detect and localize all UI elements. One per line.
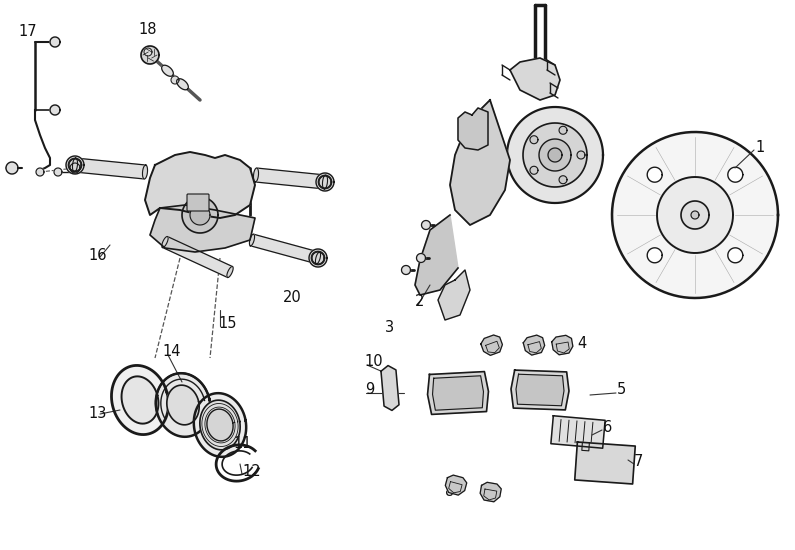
Polygon shape [657,177,733,253]
Polygon shape [161,65,173,76]
Text: 15: 15 [218,316,236,331]
Polygon shape [559,126,567,134]
Polygon shape [50,105,60,115]
Polygon shape [432,376,483,410]
Polygon shape [577,151,585,159]
Polygon shape [438,270,470,320]
Polygon shape [171,76,179,84]
Polygon shape [254,168,258,182]
Polygon shape [691,211,699,219]
Polygon shape [647,248,662,263]
Polygon shape [551,416,605,448]
Polygon shape [74,158,145,179]
Polygon shape [548,148,562,162]
Text: 4: 4 [577,336,586,350]
Polygon shape [182,197,218,233]
Polygon shape [255,168,326,189]
Text: 14: 14 [162,344,180,360]
Polygon shape [323,175,328,189]
Polygon shape [428,372,488,414]
Polygon shape [516,374,564,406]
Polygon shape [450,100,510,225]
Polygon shape [647,167,662,182]
Polygon shape [417,254,425,262]
Polygon shape [511,370,569,410]
Polygon shape [458,108,488,150]
Text: 3: 3 [385,321,394,336]
Polygon shape [141,46,159,64]
Polygon shape [50,37,60,47]
Text: 12: 12 [242,465,261,480]
Text: 2: 2 [415,294,425,310]
Text: 17: 17 [18,25,37,40]
Polygon shape [162,236,169,248]
Polygon shape [156,373,210,437]
Polygon shape [250,234,254,246]
Polygon shape [176,79,188,90]
Text: 6: 6 [603,420,612,435]
Text: 18: 18 [138,23,157,37]
Polygon shape [507,107,603,203]
Text: 10: 10 [364,355,382,370]
Text: 9: 9 [365,382,374,398]
Polygon shape [530,166,538,174]
Polygon shape [530,136,538,144]
Polygon shape [309,249,327,267]
Polygon shape [200,400,240,450]
Polygon shape [727,167,743,182]
Text: 7: 7 [634,454,643,470]
Text: 20: 20 [283,290,302,305]
FancyBboxPatch shape [187,194,209,211]
Polygon shape [66,156,84,174]
Polygon shape [480,482,501,502]
Polygon shape [612,132,778,298]
Polygon shape [122,376,158,424]
Polygon shape [250,234,320,264]
Polygon shape [36,168,44,176]
Text: 16: 16 [88,248,107,262]
Polygon shape [111,365,169,435]
Polygon shape [142,165,148,179]
Polygon shape [552,336,573,355]
Polygon shape [523,123,587,187]
Polygon shape [150,205,255,252]
Text: 19: 19 [228,230,246,245]
Polygon shape [316,173,334,191]
Polygon shape [194,393,246,457]
Polygon shape [190,205,210,225]
Polygon shape [575,442,635,484]
Polygon shape [381,366,399,410]
Polygon shape [681,201,709,229]
Text: 13: 13 [88,405,107,421]
Text: 1: 1 [755,140,764,156]
Polygon shape [207,409,233,441]
Polygon shape [144,48,152,56]
Polygon shape [316,252,320,264]
Polygon shape [415,215,458,295]
Polygon shape [6,162,18,174]
Polygon shape [727,248,743,263]
Polygon shape [72,158,78,172]
Polygon shape [523,335,545,355]
Polygon shape [54,168,62,176]
Text: 5: 5 [617,382,626,398]
Polygon shape [481,335,502,355]
Polygon shape [445,475,467,495]
Polygon shape [539,139,571,171]
Text: 11: 11 [233,436,251,450]
Polygon shape [167,385,200,425]
Polygon shape [145,152,255,218]
Polygon shape [162,236,232,277]
Polygon shape [559,176,567,184]
Polygon shape [421,221,431,229]
Text: 8: 8 [445,485,454,499]
Polygon shape [510,58,560,100]
Polygon shape [401,266,410,274]
Polygon shape [70,163,80,173]
Polygon shape [227,267,233,278]
